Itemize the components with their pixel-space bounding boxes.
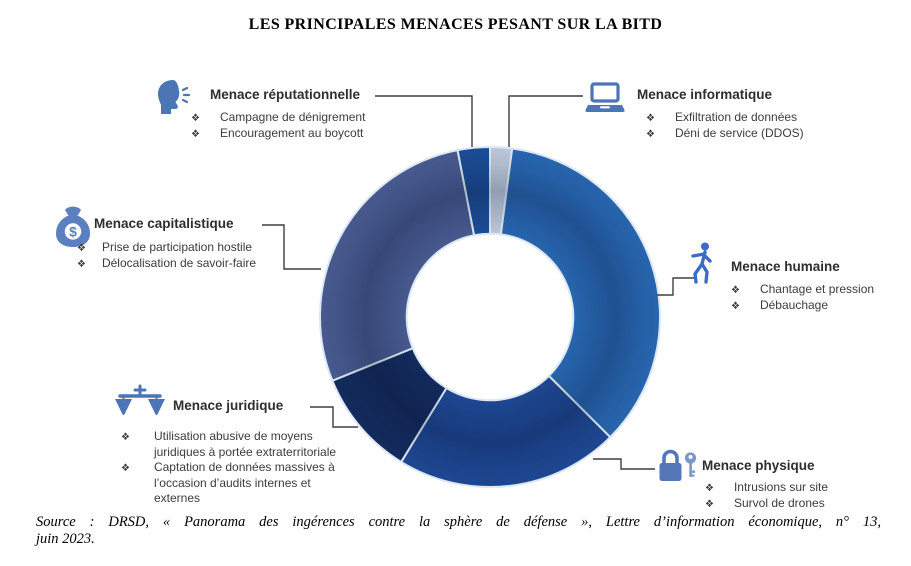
threat-items-capitalistique: ❖ Prise de participation hostile ❖ Délocal… <box>77 240 256 271</box>
list-item: ❖ Chantage et pression <box>731 282 874 298</box>
connector-informatique <box>508 95 583 147</box>
diamond-bullet-icon: ❖ <box>705 483 714 494</box>
diamond-bullet-icon: ❖ <box>731 300 740 312</box>
list-item: ❖ Captation de données massives à l’occas… <box>121 460 359 507</box>
list-item: ❖ Encouragement au boycott <box>191 126 365 142</box>
list-item: ❖ Débauchage <box>731 298 874 314</box>
source-line-1: Source : DRSD, « Panorama des ingérences… <box>36 514 881 530</box>
threat-items-informatique: ❖ Exfiltration de données ❖ Déni de servic… <box>646 110 804 141</box>
diamond-bullet-icon: ❖ <box>191 128 200 140</box>
donut-shading <box>320 147 660 487</box>
threat-label-informatique: Menace informatique <box>637 87 773 102</box>
diamond-bullet-icon: ❖ <box>646 128 655 140</box>
diamond-bullet-icon: ❖ <box>191 113 200 124</box>
list-item: ❖ Intrusions sur site <box>705 480 828 496</box>
threat-label-capitalistique: Menace capitalistique <box>94 216 234 231</box>
laptop-icon <box>585 82 625 112</box>
list-item: ❖ Déni de service (DDOS) <box>646 126 804 142</box>
list-item: ❖ Survol de drones <box>705 496 828 512</box>
threat-items-juridique: ❖ Utilisation abusive de moyens juridique… <box>121 429 359 507</box>
diamond-bullet-icon: ❖ <box>705 498 714 510</box>
list-item: ❖ Délocalisation de savoir-faire <box>77 256 256 272</box>
connector-humaine <box>657 277 696 296</box>
diamond-bullet-icon: ❖ <box>121 463 130 474</box>
source-note: Source : DRSD, « Panorama des ingérences… <box>36 514 881 548</box>
threat-label-juridique: Menace juridique <box>173 398 284 413</box>
diamond-bullet-icon: ❖ <box>77 258 86 270</box>
diamond-bullet-icon: ❖ <box>731 285 740 296</box>
page-title: LES PRINCIPALES MENACES PESANT SUR LA BI… <box>248 16 663 33</box>
threat-label-reputationnelle: Menace réputationnelle <box>210 87 361 102</box>
threat-items-reputationnelle: ❖ Campagne de dénigrement ❖ Encouragement … <box>191 110 365 141</box>
diamond-bullet-icon: ❖ <box>646 113 655 124</box>
connector-reputationnelle <box>375 95 473 147</box>
money-bag-icon: $ <box>56 206 90 247</box>
diamond-bullet-icon: ❖ <box>77 243 86 254</box>
threat-label-physique: Menace physique <box>702 458 815 473</box>
connector-lines <box>262 95 696 470</box>
walking-person-icon <box>691 242 712 284</box>
threat-items-humaine: ❖ Chantage et pression ❖ Débauchage <box>731 282 874 313</box>
speaking-head-icon <box>158 80 191 114</box>
connector-capitalistique <box>262 224 321 270</box>
svg-text:$: $ <box>69 224 77 240</box>
connector-juridique <box>310 406 358 428</box>
threat-items-physique: ❖ Intrusions sur site ❖ Survol de drones <box>705 480 828 511</box>
list-item: ❖ Utilisation abusive de moyens juridique… <box>121 429 359 460</box>
list-item: ❖ Prise de participation hostile <box>77 240 256 256</box>
source-line-2: juin 2023. <box>36 531 95 547</box>
threat-label-humaine: Menace humaine <box>731 259 840 274</box>
list-item: ❖ Exfiltration de données <box>646 110 804 126</box>
connector-physique <box>593 458 655 470</box>
list-item: ❖ Campagne de dénigrement <box>191 110 365 126</box>
scales-icon <box>115 384 165 416</box>
padlock-key-icon <box>659 449 697 481</box>
diamond-bullet-icon: ❖ <box>121 432 130 443</box>
